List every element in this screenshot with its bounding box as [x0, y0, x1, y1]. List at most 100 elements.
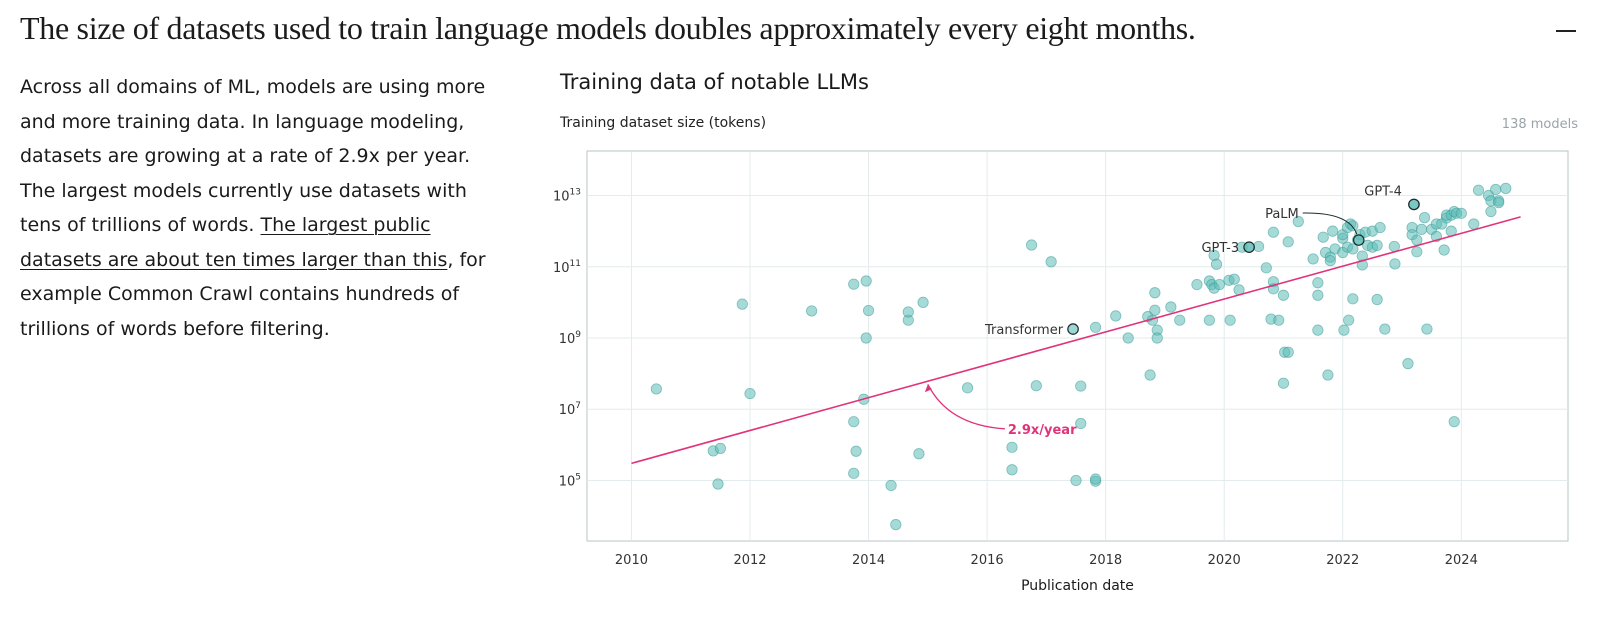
data-point	[1485, 205, 1497, 218]
data-point	[1312, 289, 1324, 301]
data-point	[848, 416, 860, 428]
data-point	[1448, 416, 1460, 428]
minus-icon[interactable]	[1550, 12, 1582, 44]
data-point	[1075, 417, 1087, 430]
data-point	[913, 448, 925, 460]
data-point	[1122, 332, 1134, 344]
data-point	[1273, 314, 1285, 326]
data-point	[850, 445, 862, 457]
data-point	[736, 298, 748, 310]
data-point	[1490, 183, 1502, 196]
trend-line	[631, 216, 1521, 465]
data-point	[1165, 301, 1177, 313]
data-point	[1415, 223, 1428, 235]
data-point	[848, 467, 860, 479]
data-point	[1324, 255, 1336, 267]
data-point	[1224, 314, 1236, 326]
y-tick-label: 1013	[553, 188, 581, 205]
data-point	[848, 278, 860, 290]
trend-arrow	[927, 383, 1005, 430]
data-point	[806, 305, 818, 317]
data-point	[1347, 243, 1359, 255]
data-point	[1379, 323, 1391, 335]
data-point	[1371, 239, 1383, 251]
data-point	[1277, 289, 1290, 301]
data-point	[1030, 380, 1042, 392]
x-tick-label: 2010	[615, 553, 648, 568]
model-count: 138 models	[1501, 117, 1578, 132]
data-point	[1347, 293, 1359, 305]
data-point	[1371, 293, 1383, 306]
annotation-gpt-3: GPT-3	[1201, 241, 1239, 256]
data-point	[1317, 231, 1329, 243]
x-tick-label: 2018	[1089, 553, 1122, 568]
chart-title: Training data of notable LLMs	[560, 70, 869, 94]
data-point	[860, 332, 872, 344]
data-point	[1322, 369, 1334, 381]
data-point	[1307, 253, 1319, 265]
annotation-gpt-4: GPT-4	[1364, 184, 1402, 199]
annotation-palm: PaLM	[1265, 207, 1299, 222]
data-point	[714, 442, 726, 454]
y-axis-title: Training dataset size (tokens)	[560, 115, 767, 131]
data-point	[1327, 225, 1339, 237]
data-point	[1149, 304, 1161, 316]
data-point	[1006, 441, 1018, 453]
data-point	[744, 387, 756, 400]
data-point	[1191, 278, 1203, 291]
trend-label: 2.9x/year	[1008, 423, 1077, 438]
data-point	[1493, 197, 1505, 209]
description-text: Across all domains of ML, models are usi…	[20, 70, 490, 346]
highlighted-point-gpt-3	[1243, 241, 1255, 253]
data-point	[1438, 244, 1450, 256]
data-point	[1089, 321, 1102, 333]
data-point	[1045, 256, 1057, 268]
data-point	[1174, 314, 1186, 326]
data-point	[885, 479, 897, 492]
data-point	[1210, 258, 1223, 270]
data-point	[1089, 473, 1102, 485]
data-point	[1213, 278, 1226, 291]
data-point	[1500, 182, 1512, 194]
data-point	[1343, 314, 1355, 326]
data-point	[1144, 369, 1156, 381]
y-tick-label: 107	[559, 401, 581, 418]
data-point	[1151, 332, 1163, 344]
x-tick-label: 2012	[733, 553, 766, 568]
data-point	[1411, 246, 1423, 258]
data-point	[1389, 258, 1401, 270]
x-tick-label: 2022	[1326, 553, 1359, 568]
data-point	[961, 382, 974, 394]
data-point	[1347, 220, 1359, 232]
data-point	[650, 383, 662, 395]
description-outro: , for example Common Crawl contains hund…	[20, 248, 486, 340]
public-datasets-link[interactable]: The largest public datasets are about te…	[20, 214, 448, 271]
x-tick-label: 2016	[971, 553, 1004, 568]
description-intro: Across all domains of ML, models are usi…	[20, 76, 486, 236]
data-point	[1025, 239, 1038, 251]
page-headline: The size of datasets used to train langu…	[20, 10, 1196, 46]
data-point	[1418, 212, 1431, 224]
data-point	[1110, 310, 1122, 322]
data-point	[902, 306, 914, 318]
data-point	[860, 275, 872, 287]
data-point	[1411, 234, 1423, 246]
x-tick-label: 2020	[1208, 553, 1241, 568]
data-point	[1282, 346, 1294, 358]
data-point	[1468, 218, 1480, 230]
highlighted-point-palm	[1352, 234, 1365, 246]
data-point	[1374, 221, 1386, 234]
x-tick-label: 2024	[1445, 553, 1478, 568]
y-tick-label: 1011	[553, 259, 581, 276]
highlighted-point-transformer	[1067, 323, 1079, 335]
data-point	[1472, 184, 1485, 196]
data-point	[1277, 377, 1290, 389]
y-tick-label: 109	[559, 330, 582, 347]
data-point	[1075, 380, 1087, 392]
data-point	[917, 296, 929, 308]
data-point	[1421, 323, 1433, 335]
data-point	[1402, 358, 1414, 370]
data-point	[1312, 324, 1324, 336]
highlighted-point-gpt-4	[1408, 198, 1420, 211]
